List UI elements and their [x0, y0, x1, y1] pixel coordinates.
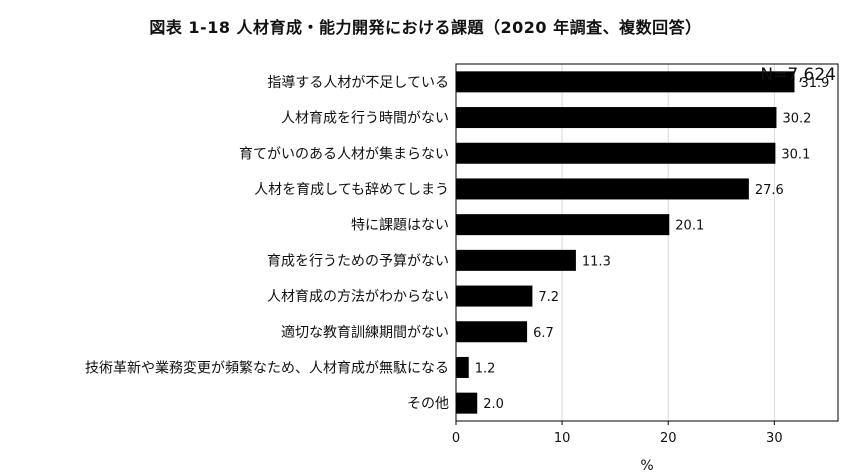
- value-label: 7.2: [538, 290, 559, 305]
- bar: [456, 356, 469, 378]
- chart-title: 図表 1-18 人材育成・能力開発における課題（2020 年調査、複数回答）: [149, 18, 702, 37]
- value-label: 27.6: [755, 183, 784, 198]
- plot-frame: [455, 63, 839, 422]
- value-label: 6.7: [533, 326, 554, 341]
- category-label: 人材育成を行う時間がない: [281, 111, 449, 127]
- category-label: 人材を育成しても辞めてしまう: [254, 182, 449, 198]
- bar: [456, 142, 776, 164]
- category-labels: 指導する人材が不足している人材育成を行う時間がない育てがいのある人材が集まらない…: [85, 75, 449, 412]
- x-tick-label: 20: [660, 431, 677, 446]
- x-axis-label: %: [640, 458, 653, 473]
- bar: [456, 285, 533, 307]
- category-label: 指導する人材が不足している: [267, 75, 449, 91]
- category-label: 育てがいのある人材が集まらない: [239, 145, 449, 162]
- bar: [456, 107, 777, 129]
- value-label: 2.0: [483, 397, 504, 412]
- category-label: 人材育成の方法がわからない: [267, 289, 449, 305]
- x-tick-label: 10: [554, 431, 571, 446]
- bars: [456, 71, 795, 414]
- bar: [456, 214, 670, 236]
- sample-size-label: N=7,624: [760, 65, 836, 85]
- x-tick-label: 0: [452, 431, 460, 446]
- category-label: 適切な教育訓練期間がない: [281, 324, 449, 341]
- category-label: 育成を行うための予算がない: [267, 253, 449, 269]
- category-label: 技術革新や業務変更が頻繁なため、人材育成が無駄になる: [85, 359, 449, 376]
- x-axis-ticks: 0 10 20 30: [452, 421, 783, 446]
- value-label: 1.2: [475, 361, 496, 376]
- value-label: 30.1: [781, 147, 810, 162]
- bar: [456, 321, 528, 343]
- value-labels: 31.9 30.2 30.1 27.6 20.1 11.3 7.2 6.7 1.2 2.0: [475, 76, 830, 412]
- value-label: 31.9: [800, 76, 829, 91]
- bar: [456, 249, 576, 271]
- bar: [456, 392, 478, 414]
- bar: [456, 71, 795, 93]
- value-label: 11.3: [582, 254, 611, 269]
- category-label: 特に課題はない: [351, 218, 449, 234]
- bar: [456, 178, 749, 200]
- value-label: 20.1: [675, 219, 704, 234]
- value-label: 30.2: [782, 112, 811, 127]
- category-label: その他: [407, 396, 449, 412]
- x-tick-label: 30: [766, 431, 783, 446]
